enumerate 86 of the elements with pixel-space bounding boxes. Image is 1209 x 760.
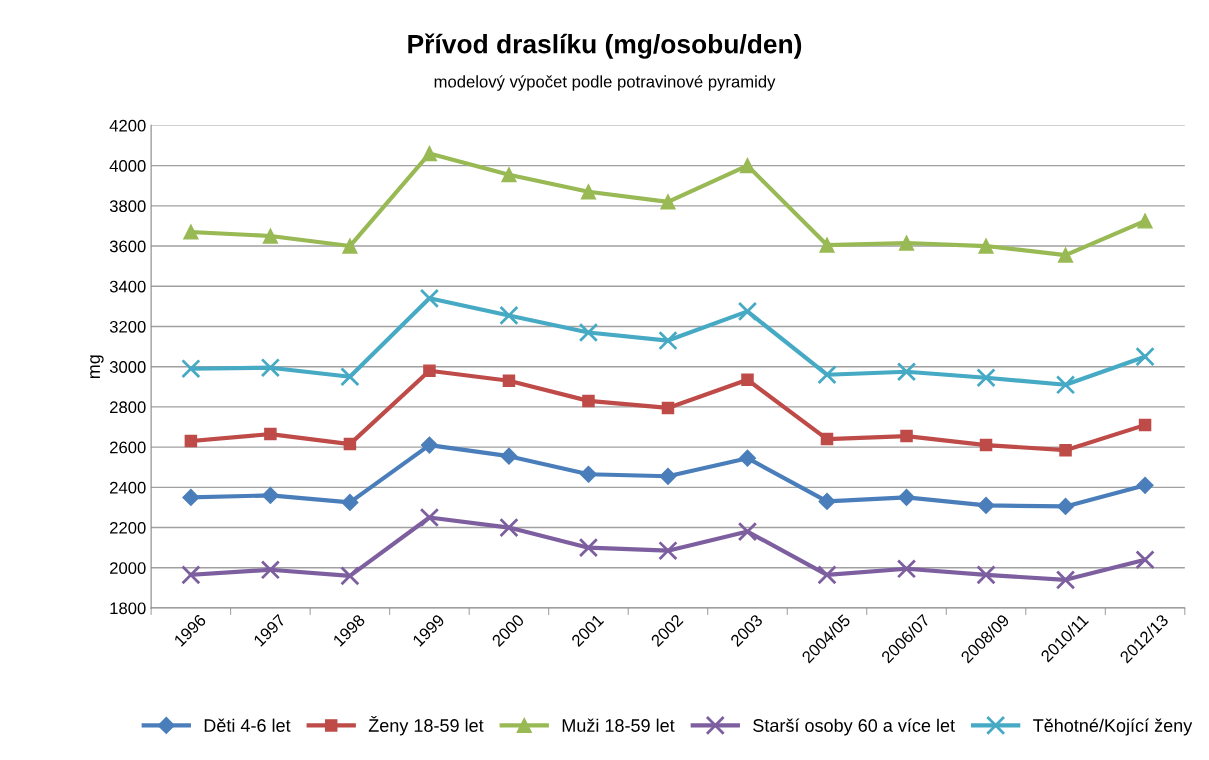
point (262, 228, 279, 244)
point (900, 429, 913, 443)
point (579, 465, 598, 483)
point (501, 167, 517, 183)
point (1137, 213, 1153, 229)
point (1055, 375, 1076, 395)
point (737, 301, 758, 322)
point (659, 467, 677, 485)
point (658, 330, 678, 351)
legend-label: Děti 4-6 let (204, 718, 291, 732)
point (182, 488, 200, 506)
point (184, 434, 198, 448)
y-tick-label: 3000 (109, 361, 146, 373)
y-tick-label: 4200 (109, 119, 146, 132)
point (264, 427, 277, 441)
point (1055, 570, 1076, 590)
y-tick-label: 3800 (109, 200, 146, 213)
legend-label: Ženy 18-59 let (368, 715, 484, 736)
point (660, 194, 676, 210)
point (582, 394, 595, 408)
point (1136, 476, 1154, 494)
point (977, 496, 995, 514)
point (820, 432, 834, 446)
point (737, 521, 758, 542)
legend-label: Těhotné/Kojící ženy (1033, 718, 1193, 736)
y-tick-label: 1800 (110, 602, 146, 615)
point (419, 288, 440, 309)
y-axis-title: mg (90, 355, 104, 379)
point (420, 436, 438, 454)
point (897, 488, 916, 506)
chart-title: Přívod draslíku (mg/osobu/den) (408, 33, 802, 59)
y-tick-label: 3400 (109, 280, 146, 293)
point (261, 486, 279, 504)
point (423, 364, 436, 377)
chart-subtitle: modelový výpočet podle potravinové pyramidy (434, 75, 776, 91)
y-tick-label: 4000 (109, 160, 146, 172)
point (738, 449, 757, 467)
point (260, 560, 281, 580)
point (896, 559, 917, 579)
point (1059, 443, 1072, 457)
point (181, 565, 201, 585)
point (818, 492, 836, 510)
point (181, 358, 201, 379)
point (661, 401, 675, 415)
point (500, 447, 518, 465)
point (340, 566, 360, 586)
point (976, 565, 996, 585)
y-tick-label: 3200 (109, 320, 146, 333)
point (1135, 550, 1155, 570)
point (419, 507, 440, 528)
y-tick-label: 2200 (110, 521, 146, 534)
point (658, 540, 678, 561)
point (819, 237, 835, 253)
point (896, 362, 917, 382)
legend-label: Starší osoby 60 a více let (753, 718, 955, 736)
point (979, 438, 993, 452)
point (260, 357, 281, 378)
y-tick-label: 2400 (110, 481, 146, 494)
point (341, 493, 359, 511)
point (978, 238, 994, 254)
point (817, 365, 837, 385)
legend-label: Muži 18-59 let (562, 718, 675, 732)
point (976, 368, 996, 388)
y-tick-label: 3600 (109, 240, 146, 253)
point (1057, 247, 1074, 263)
y-tick-label: 2600 (110, 441, 146, 454)
y-tick-label: 2800 (110, 401, 146, 414)
point (421, 145, 438, 162)
point (578, 537, 599, 558)
point (578, 322, 599, 343)
point (499, 517, 519, 538)
point (741, 373, 754, 387)
point (342, 238, 358, 254)
point (1056, 497, 1075, 516)
y-tick-label: 2000 (110, 562, 146, 574)
point (580, 184, 597, 200)
point (898, 235, 915, 251)
point (183, 224, 199, 240)
point (1135, 346, 1155, 367)
point (1138, 418, 1152, 432)
point (502, 374, 516, 388)
point (343, 437, 357, 451)
point (739, 157, 756, 174)
point (499, 305, 519, 326)
point (817, 565, 837, 585)
point (340, 367, 360, 387)
